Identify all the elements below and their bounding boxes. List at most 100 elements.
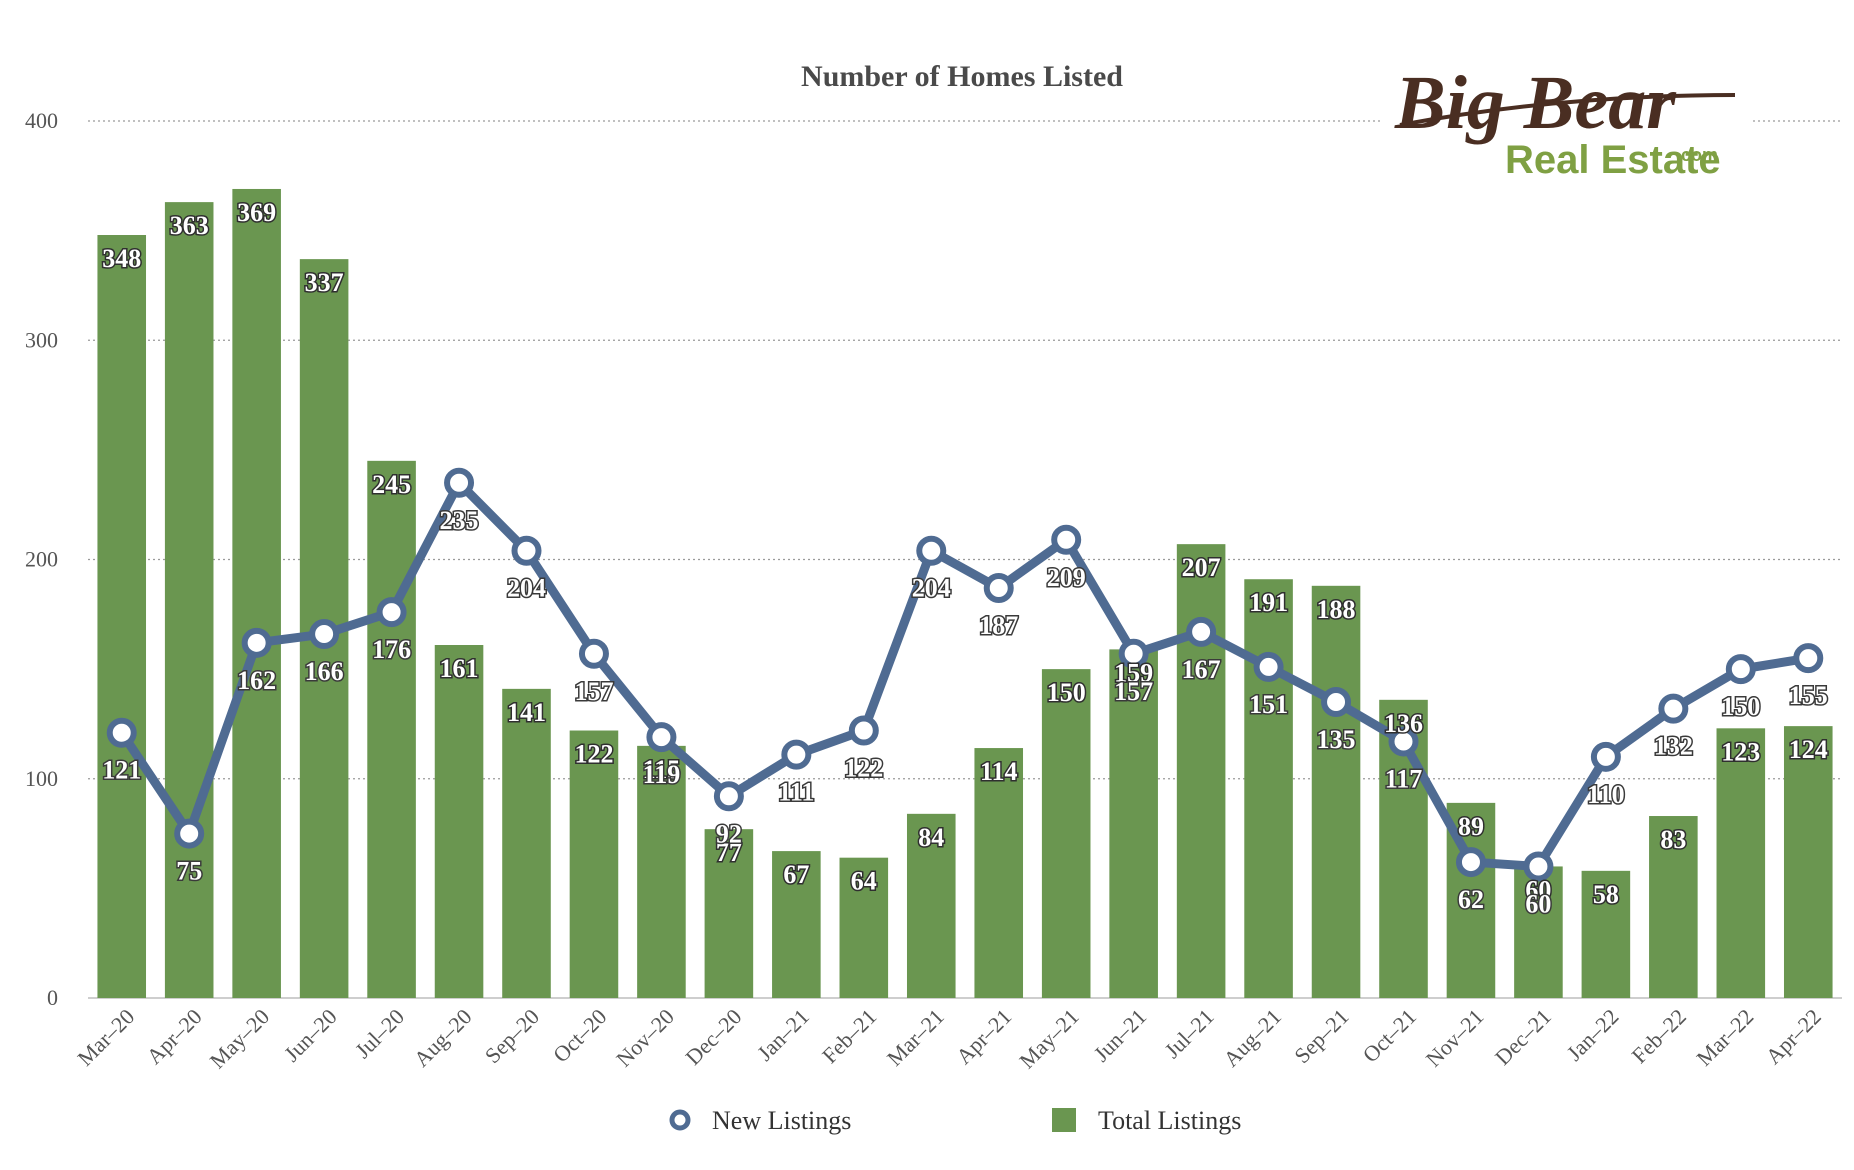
total-listings-bar (1581, 870, 1631, 998)
new-listings-point (1388, 726, 1419, 757)
total-listings-data-label: 89 (1458, 812, 1484, 841)
total-listings-data-label: 58 (1593, 880, 1619, 909)
total-listings-data-label: 188 (1317, 595, 1356, 624)
new-listings-data-label: 92 (716, 819, 742, 848)
total-listings-data-label: 245 (372, 470, 411, 499)
x-tick-label: Mar–21 (882, 1004, 949, 1071)
new-listings-point (578, 638, 609, 669)
x-tick-label: Aug–20 (409, 1004, 477, 1072)
legend-label-new-listings: New Listings (712, 1106, 851, 1135)
big-bear-logo: Big Bear Real Estate .com (1380, 60, 1750, 182)
new-listings-data-label: 167 (1182, 655, 1221, 684)
total-listings-bar (637, 745, 686, 998)
new-listings-point (241, 627, 272, 658)
new-listings-point (1725, 654, 1756, 685)
total-listings-data-label: 123 (1721, 737, 1760, 766)
new-listings-data-label: 157 (574, 677, 613, 706)
total-listings-bar (1244, 579, 1293, 998)
new-listings-point (1321, 687, 1352, 718)
total-listings-bar (1109, 649, 1158, 998)
total-listings-data-label: 84 (918, 823, 944, 852)
x-tick-label: Jul–21 (1159, 1004, 1218, 1063)
total-listings-data-label: 115 (643, 755, 681, 784)
total-listings-bar (704, 829, 754, 998)
legend-item-total-listings: Total Listings (1052, 1106, 1241, 1135)
total-listings-bar (1311, 585, 1361, 998)
logo-swoosh (1399, 93, 1736, 127)
new-listings-data-label: 204 (507, 574, 546, 603)
new-listings-data-label: 119 (643, 760, 681, 789)
new-listings-data-label: 176 (372, 635, 411, 664)
x-tick-label: May–20 (205, 1004, 275, 1074)
logo-big-bear-text: Big Bear (1394, 61, 1677, 145)
total-listings-labels: 348 363 369 337 245 161 141 122 115 77 67 64 84 114 15… (101, 196, 1830, 910)
new-listings-point (106, 717, 137, 748)
new-listings-data-label: 132 (1654, 732, 1693, 761)
total-listings-data-label: 369 (237, 198, 276, 227)
x-tick-label: Sep–20 (480, 1004, 544, 1068)
logo-real-estate-text: Real Estate (1505, 138, 1721, 182)
total-listings-data-label: 159 (1114, 658, 1153, 687)
new-listings-data-label: 121 (102, 756, 141, 785)
new-listings-point (376, 597, 407, 628)
new-listings-point (444, 467, 475, 498)
new-listings-data-label: 166 (305, 657, 344, 686)
total-listings-bar (1783, 726, 1833, 998)
total-listings-data-label: 363 (170, 211, 209, 240)
new-listings-line (106, 467, 1824, 882)
x-tick-label: Jan–21 (752, 1004, 814, 1066)
total-listings-bar (1176, 544, 1226, 998)
x-tick-label: Nov–20 (611, 1004, 679, 1072)
total-listings-bar (569, 730, 619, 998)
x-tick-label: Feb–21 (817, 1004, 881, 1068)
total-listings-bar (906, 813, 956, 998)
x-tick-label: Mar–22 (1691, 1004, 1758, 1071)
total-listings-bar (1041, 669, 1091, 998)
total-listings-data-label: 77 (716, 838, 742, 867)
x-tick-label: Jan–22 (1562, 1004, 1624, 1066)
total-listings-bar (1716, 728, 1766, 998)
new-listings-data-label: 204 (912, 574, 951, 603)
new-listings-point (1523, 851, 1554, 882)
total-listings-data-label: 207 (1182, 553, 1221, 582)
y-axis: 0 100 200 300 400 (25, 108, 58, 1010)
total-listings-data-label: 114 (980, 757, 1018, 786)
new-listings-point (1118, 638, 1149, 669)
y-tick-label: 100 (25, 766, 58, 791)
total-listings-bar (232, 188, 281, 998)
total-listings-data-label: 191 (1249, 588, 1288, 617)
new-listings-data-label: 235 (440, 506, 479, 535)
total-listings-bar (502, 688, 551, 998)
new-listings-data-label: 75 (176, 857, 202, 886)
x-tick-label: Apr–22 (1761, 1004, 1826, 1069)
total-listings-bar (1514, 866, 1563, 998)
new-listings-data-label: 155 (1789, 681, 1828, 710)
new-listings-data-label: 62 (1458, 885, 1484, 914)
total-listings-bar (97, 235, 147, 998)
new-listings-point (848, 715, 879, 746)
new-listings-data-label: 111 (778, 778, 814, 807)
new-listings-point (1186, 616, 1217, 647)
new-listings-point (511, 535, 542, 566)
total-listings-bar (1649, 816, 1698, 998)
new-listings-data-label: 157 (1114, 677, 1153, 706)
gridlines (88, 120, 1842, 999)
new-listings-data-label: 150 (1721, 692, 1760, 721)
new-listings-point (174, 818, 205, 849)
new-listings-point (781, 739, 812, 770)
total-listings-bar (164, 202, 214, 998)
total-listings-data-label: 122 (574, 740, 613, 769)
new-listings-point (916, 535, 947, 566)
new-listings-point (1590, 741, 1621, 772)
new-listings-point (713, 781, 744, 812)
x-tick-label: Feb–22 (1627, 1004, 1691, 1068)
x-tick-label: Mar–20 (72, 1004, 139, 1071)
new-listings-data-label: 110 (1587, 780, 1625, 809)
new-listings-point (309, 619, 340, 650)
x-tick-label: Jun–21 (1089, 1004, 1152, 1067)
total-listings-data-label: 136 (1384, 709, 1423, 738)
total-listings-data-label: 124 (1789, 735, 1828, 764)
new-listings-point (646, 722, 677, 753)
